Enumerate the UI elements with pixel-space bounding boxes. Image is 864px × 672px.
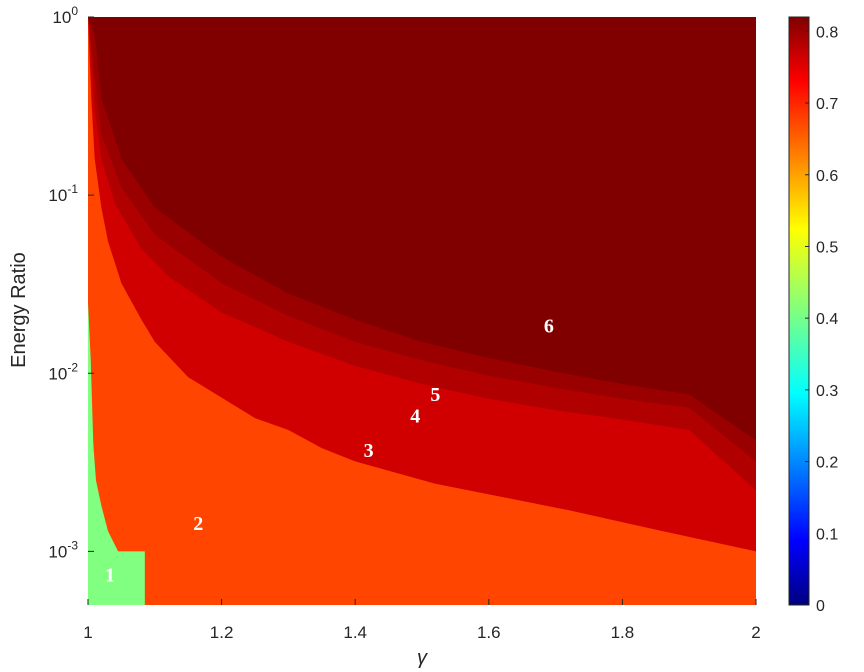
colorbar-tick-label: 0 — [816, 598, 825, 615]
y-tick-label: 10-3 — [48, 538, 78, 561]
region-label-2: 2 — [193, 513, 203, 535]
x-tick-label: 1 — [83, 623, 92, 642]
x-tick-label: 1.8 — [611, 623, 635, 642]
colorbar-tick-label: 0.2 — [816, 455, 838, 472]
colorbar-tick-label: 0.8 — [816, 24, 838, 41]
x-tick-label: 2 — [751, 623, 760, 642]
x-axis-label: γ — [417, 647, 428, 669]
colorbar-gradient — [788, 16, 810, 606]
y-axis-label: Energy Ratio — [8, 252, 30, 368]
region-2-fill — [88, 17, 756, 605]
colorbar-tick-label: 0.7 — [816, 96, 838, 113]
colorbar-tick-label: 0.4 — [816, 311, 838, 328]
region-label-1: 1 — [105, 564, 115, 586]
region-label-4: 4 — [410, 406, 420, 428]
region-label-3: 3 — [364, 440, 374, 462]
y-axis: 10-3 10-2 10-1 100 — [48, 4, 94, 561]
x-tick-label: 1.6 — [477, 623, 501, 642]
colorbar-tick-label: 0.6 — [816, 168, 838, 185]
y-tick-label: 10-1 — [48, 182, 78, 205]
y-tick-label: 10-2 — [48, 360, 78, 383]
colorbar: 0 0.1 0.2 0.3 0.4 0.5 0.6 0.7 0.8 — [788, 16, 838, 615]
colorbar-ticks: 0 0.1 0.2 0.3 0.4 0.5 0.6 0.7 0.8 — [805, 24, 838, 615]
colorbar-tick-label: 0.5 — [816, 239, 838, 256]
region-labels: 1 2 3 45 6 — [105, 315, 554, 586]
x-tick-label: 1.2 — [210, 623, 234, 642]
colorbar-tick-label: 0.3 — [816, 383, 838, 400]
x-tick-label: 1.4 — [343, 623, 367, 642]
colorbar-tick-label: 0.1 — [816, 526, 838, 543]
x-axis: 1 1.2 1.4 1.6 1.8 2 — [83, 599, 761, 642]
plot-area — [88, 17, 756, 605]
region-label-5: 5 — [430, 384, 440, 406]
y-tick-label: 100 — [52, 4, 78, 27]
region-label-6: 6 — [544, 315, 554, 337]
